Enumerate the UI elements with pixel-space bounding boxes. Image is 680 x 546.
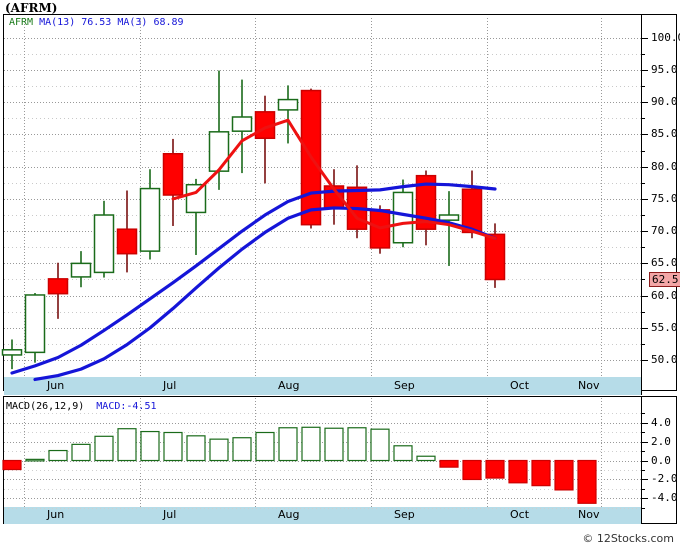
macd-indicator-value: MACD:-4.51 [96,401,157,412]
legend-ma-short-label: MA(3) [117,17,148,28]
candlestick-body [24,294,46,354]
ma-slow-line [10,182,497,375]
price-y-axis-label: 95.0 [651,62,678,76]
candlestick-body [162,152,184,196]
price-y-axis-label: 80.0 [651,159,678,173]
price-x-axis-label: Sep [394,379,415,392]
macd-histogram-bar [140,430,160,462]
macd-histogram-bar [577,459,597,504]
macd-histogram-bar [439,459,459,468]
macd-histogram-bar [554,459,574,491]
macd-y-axis-label: -4.0 [651,491,678,505]
macd-histogram-bar [71,443,91,462]
macd-histogram-bar [232,437,252,462]
macd-histogram-bar [94,435,114,462]
candlestick-body [47,278,69,295]
price-y-axis-label: 75.0 [651,191,678,205]
macd-histogram-bar [209,438,229,462]
candlestick-body [70,262,92,278]
macd-x-axis-band [4,507,641,524]
ma-13-line [33,206,497,382]
price-x-axis-label: Oct [510,379,530,392]
candlestick-body [277,98,299,111]
macd-histogram-bar [117,428,137,462]
price-legend: AFRM MA(13) 76.53 MA(3) 68.89 [9,17,184,28]
candlestick-body [208,131,230,172]
price-y-axis-label: 100.0 [651,30,680,44]
price-y-axis-label: 60.0 [651,288,678,302]
candlestick-body [93,214,115,274]
macd-histogram-bar [347,427,367,462]
price-y-axis-label: 55.0 [651,320,678,334]
macd-y-axis-label: 0.0 [651,453,671,467]
ma-3-line [171,118,497,240]
copyright-notice: © 12Stocks.com [582,532,674,545]
macd-x-axis-label: Sep [394,508,415,521]
price-x-axis-label: Aug [278,379,300,392]
macd-histogram-bar [485,459,505,479]
legend-ma-long-value: 76.53 [81,17,112,28]
macd-legend: MACD(26,12,9) MACD:-4.51 [6,401,157,412]
candlestick-body [185,183,207,214]
macd-histogram-bar [301,426,321,462]
macd-y-axis-label: 2.0 [651,434,671,448]
macd-histogram-bar [186,435,206,462]
macd-x-axis-label: Oct [510,508,530,521]
candlestick-body [139,187,161,252]
price-y-axis-label: 90.0 [651,95,678,109]
macd-histogram-bar [462,459,482,481]
price-y-axis-label: 85.0 [651,127,678,141]
macd-x-axis-label: Aug [278,508,300,521]
macd-x-axis-label: Nov [578,508,600,521]
candlestick-body [438,214,460,221]
macd-indicator-label: MACD(26,12,9) [6,401,85,412]
macd-x-axis-label: Jul [163,508,177,521]
macd-histogram-bar [2,459,22,471]
macd-histogram-bar [324,427,344,462]
price-y-axis-label: 65.0 [651,256,678,270]
macd-histogram-bar [393,445,413,462]
price-x-axis-band [4,377,641,395]
macd-histogram-bar [508,459,528,484]
candlestick-body [1,349,23,356]
macd-histogram-bar [278,427,298,462]
legend-ma-long-label: MA(13) [39,17,76,28]
candlestick-body [392,191,414,244]
price-y-axis-label: 70.0 [651,224,678,238]
macd-histogram-bar [48,449,68,462]
macd-y-axis-label: 4.0 [651,415,671,429]
price-x-axis-label: Jul [163,379,177,392]
legend-ma-short-value: 68.89 [153,17,184,28]
macd-histogram-bar [255,431,275,462]
candlestick-body [231,116,253,132]
macd-histogram-bar [163,431,183,462]
macd-x-axis-label: Jun [47,508,65,521]
last-price-marker: 62.5 [649,272,680,288]
macd-histogram-bar [416,455,436,462]
page-title: (AFRM) [5,1,58,15]
macd-histogram-bar [531,459,551,487]
candlestick-body [116,228,138,255]
price-y-axis-label: 50.0 [651,353,678,367]
legend-symbol: AFRM [9,17,34,28]
macd-histogram-bar [25,458,45,462]
candlestick-body [484,233,506,281]
macd-histogram-bar [370,428,390,462]
price-x-axis-label: Nov [578,379,600,392]
macd-y-axis-label: -2.0 [651,472,678,486]
price-x-axis-label: Jun [47,379,65,392]
